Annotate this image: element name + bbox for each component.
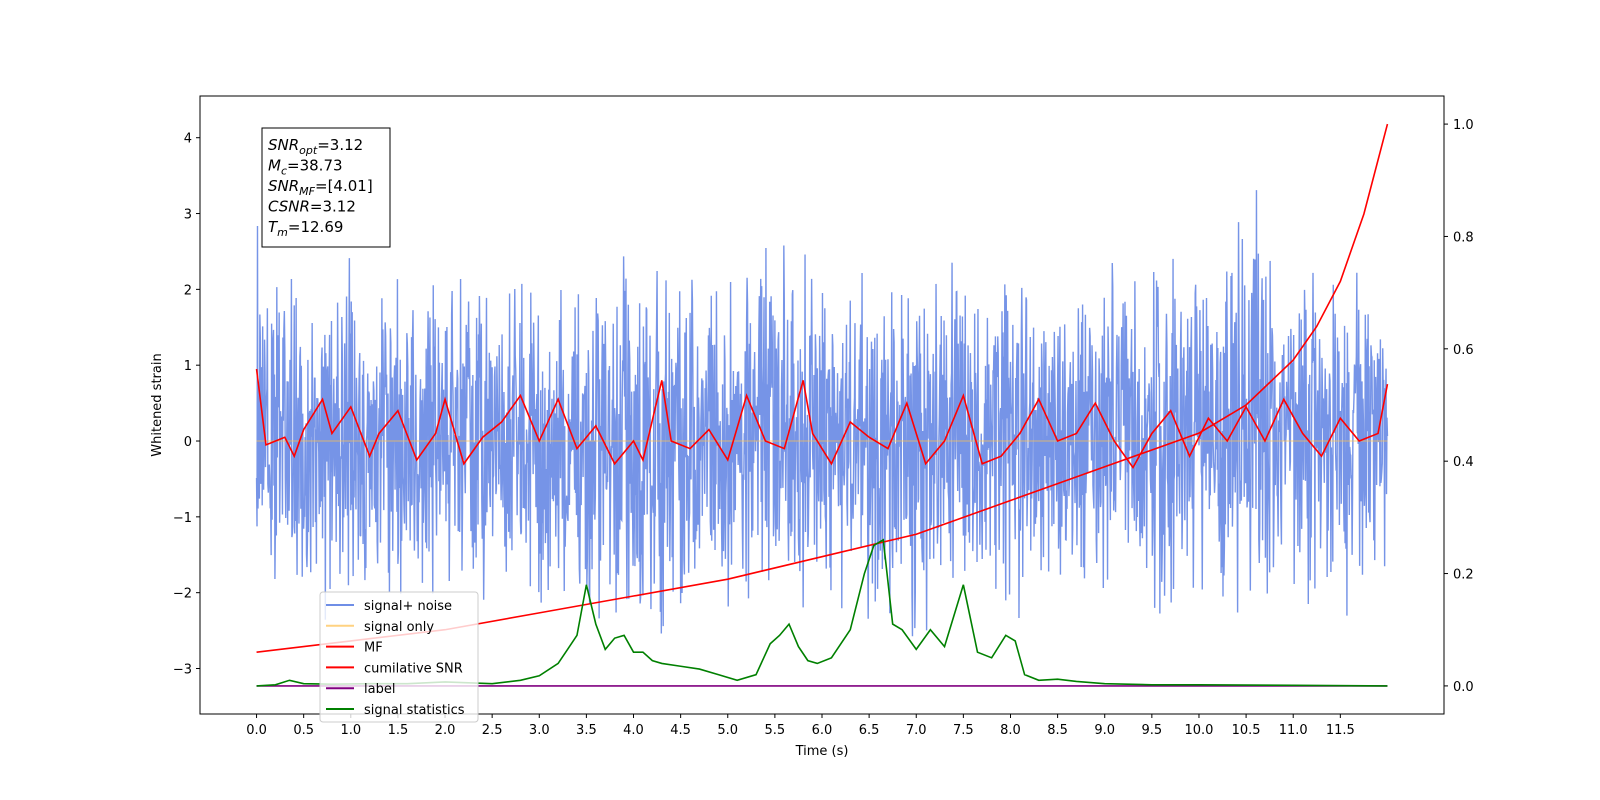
- x-tick-label: 5.5: [765, 723, 786, 738]
- y2-tick-label: 1.0: [1453, 118, 1474, 133]
- legend-label: cumilative SNR: [364, 661, 463, 676]
- x-tick-label: 7.5: [953, 723, 974, 738]
- stats-line: Mc=38.73: [268, 157, 343, 178]
- y2-tick-label: 0.6: [1453, 343, 1474, 358]
- stats-box-frame: [261, 127, 391, 248]
- y-tick-label: −3: [173, 663, 192, 678]
- x-tick-label: 11.5: [1326, 723, 1355, 738]
- stats-lines: SNRopt=3.12Mc=38.73SNRMF=[4.01]CSNR=3.12…: [268, 136, 373, 239]
- axes-layer: 0.0 0.5 1.0 1.5 2.0 2.5 3.0 3.5 4.0 4.5 5.0 5.5 6.0 6…: [173, 118, 1474, 738]
- y-tick-label: 2: [184, 283, 192, 298]
- x-tick-label: 0.0: [246, 723, 267, 738]
- y-tick-label: 0: [184, 435, 192, 450]
- legend-items: signal+ noise signal only MF cumilative SNR…: [326, 599, 465, 718]
- x-tick-label: 10.0: [1184, 723, 1213, 738]
- legend-frame: [319, 591, 479, 723]
- stats-line: SNRopt=3.12: [268, 136, 363, 157]
- y2-tick-label: 0.4: [1453, 455, 1474, 470]
- y2-tick-label: 0.8: [1453, 230, 1474, 245]
- stats-line: Tm=12.69: [268, 218, 343, 239]
- x-tick-label: 10.5: [1232, 723, 1261, 738]
- legend-label: MF: [364, 641, 383, 656]
- y-tick-label: 3: [184, 208, 192, 223]
- x-tick-label: 3.5: [576, 723, 597, 738]
- legend-label: signal statistics: [364, 703, 465, 718]
- y2-tick-label: 0.2: [1453, 568, 1474, 583]
- x-tick-label: 7.0: [906, 723, 927, 738]
- y-tick-label: −2: [173, 587, 192, 602]
- legend-label: signal+ noise: [364, 599, 452, 614]
- y-tick-label: −1: [173, 511, 192, 526]
- y-axis-label: Whitened strain: [150, 353, 165, 456]
- x-tick-label: 9.5: [1142, 723, 1163, 738]
- x-axis-label: Time (s): [795, 744, 849, 759]
- x-tick-label: 4.0: [623, 723, 644, 738]
- series-line-signal-noise: [255, 190, 1389, 637]
- x-tick-label: 0.5: [293, 723, 314, 738]
- x-tick-label: 5.0: [717, 723, 738, 738]
- x-tick-label: 4.5: [670, 723, 691, 738]
- stats-box: SNRopt=3.12Mc=38.73SNRMF=[4.01]CSNR=3.12…: [261, 127, 391, 248]
- legend: signal+ noise signal only MF cumilative SNR…: [319, 591, 479, 723]
- y-tick-label: 4: [184, 132, 192, 147]
- x-tick-label: 9.0: [1094, 723, 1115, 738]
- legend-label: signal only: [364, 620, 434, 635]
- x-tick-label: 8.0: [1000, 723, 1021, 738]
- x-tick-label: 1.0: [340, 723, 361, 738]
- y-tick-label: 1: [184, 359, 192, 374]
- y2-tick-label: 0.0: [1453, 680, 1474, 695]
- x-tick-label: 1.5: [388, 723, 409, 738]
- x-tick-label: 11.0: [1279, 723, 1308, 738]
- legend-label: label: [364, 682, 395, 697]
- x-tick-label: 6.0: [812, 723, 833, 738]
- stats-line: SNRMF=[4.01]: [268, 177, 373, 198]
- stats-line: CSNR=3.12: [268, 198, 356, 216]
- x-tick-label: 3.0: [529, 723, 550, 738]
- x-tick-label: 2.0: [435, 723, 456, 738]
- x-tick-label: 6.5: [859, 723, 880, 738]
- x-tick-label: 8.5: [1047, 723, 1068, 738]
- x-tick-label: 2.5: [482, 723, 503, 738]
- series-line-mf: [255, 368, 1389, 470]
- series-line-signal-statistics: [256, 538, 1388, 687]
